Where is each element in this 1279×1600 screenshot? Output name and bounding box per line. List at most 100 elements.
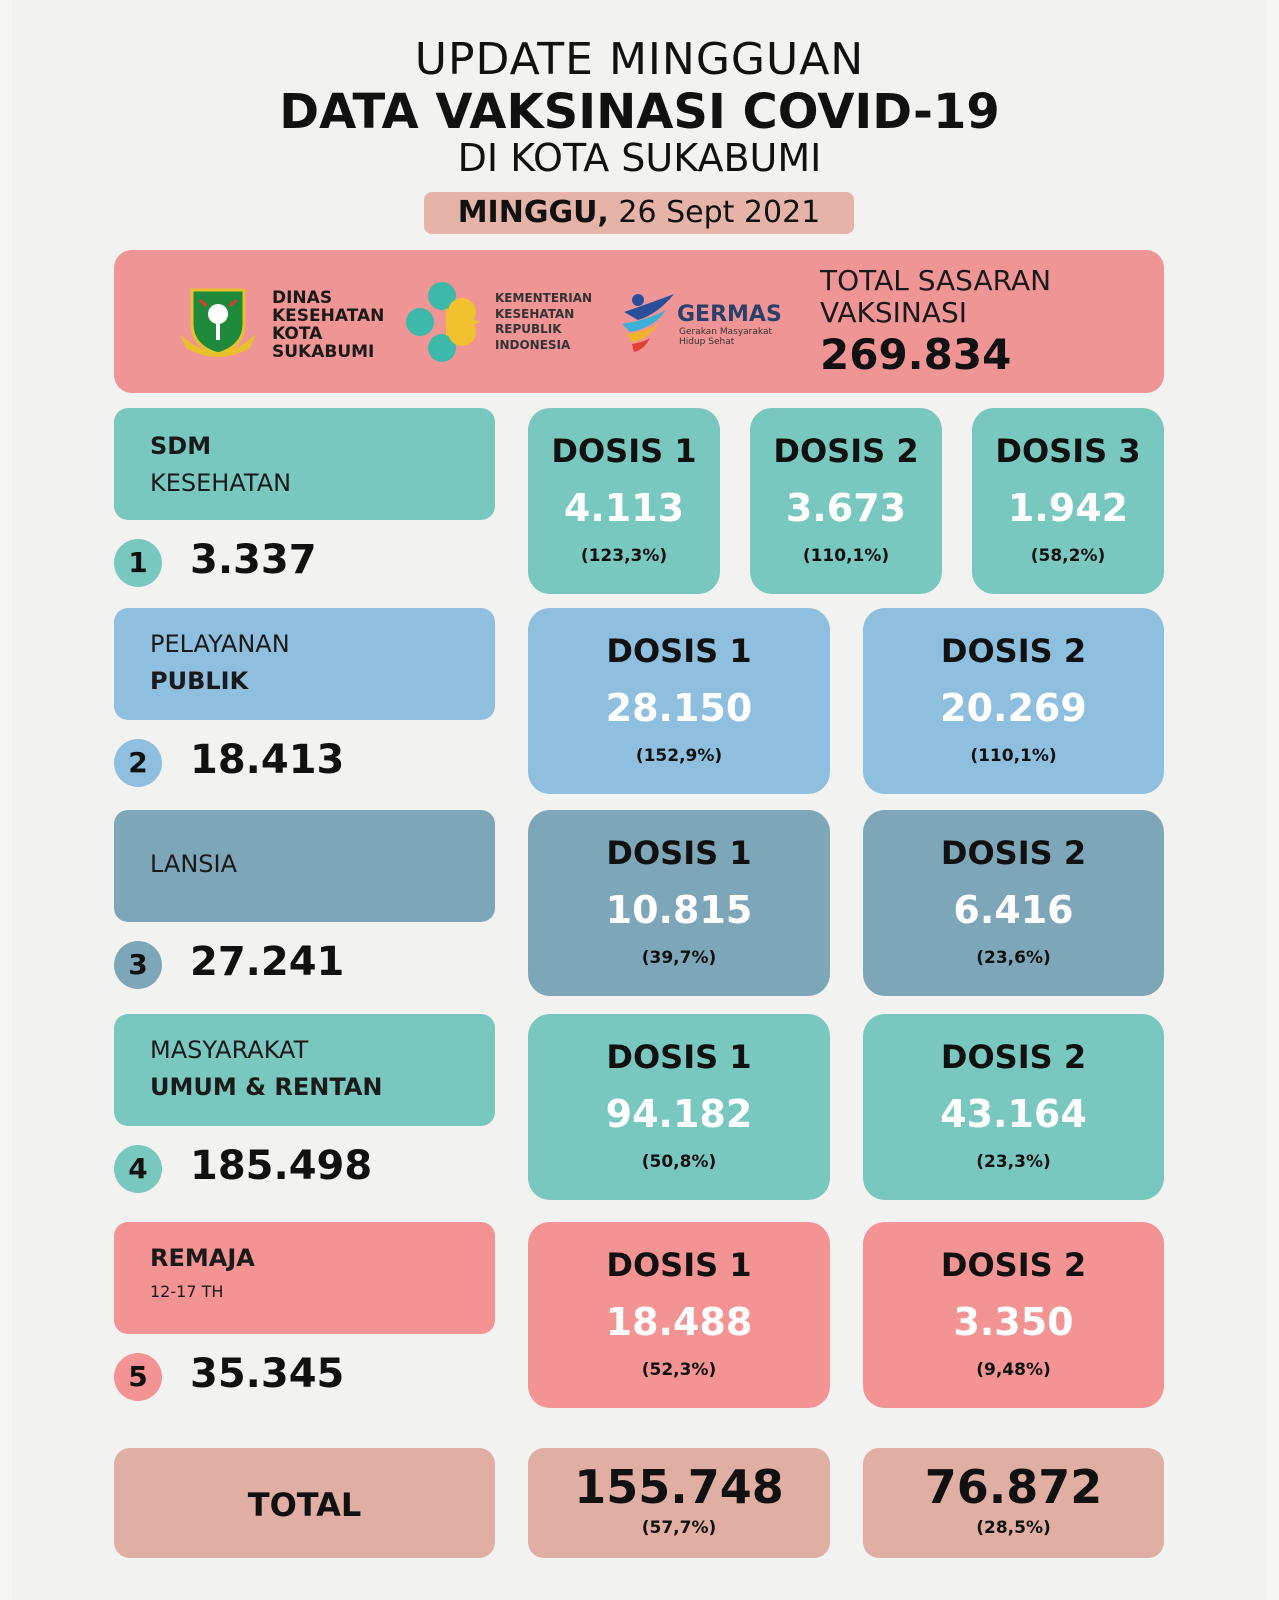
dinas-line: DINAS bbox=[272, 288, 333, 308]
dose-percent: (58,2%) bbox=[1030, 546, 1106, 566]
germas-sub-line: Hidup Sehat bbox=[679, 337, 735, 348]
category-target-count: 185.498 bbox=[190, 1143, 373, 1189]
total-dose1-percent: (57,7%) bbox=[641, 1518, 717, 1538]
dose-percent: (39,7%) bbox=[641, 948, 717, 968]
dose-value: 4.113 bbox=[563, 486, 685, 530]
dose-label: DOSIS 1 bbox=[606, 1246, 752, 1284]
total-dose2-card: 76.872 (28,5%) bbox=[863, 1448, 1164, 1558]
dose-label: DOSIS 1 bbox=[606, 1038, 752, 1076]
dose-percent: (110,1%) bbox=[802, 546, 890, 566]
kemenkes-line: INDONESIA bbox=[495, 337, 571, 352]
dinas-line: KOTA bbox=[272, 323, 323, 344]
category-card-sdm-kesehatan: SDM KESEHATAN bbox=[114, 408, 495, 520]
title-line-2: DATA VAKSINASI COVID-19 bbox=[279, 84, 1000, 140]
total-target-label: TOTAL SASARAN VAKSINASI bbox=[820, 264, 1120, 330]
category-number-badge: 1 bbox=[114, 539, 162, 587]
category-card-remaja: REMAJA 12-17 TH bbox=[114, 1222, 495, 1334]
title-line-1: UPDATE MINGGUAN bbox=[414, 34, 865, 85]
dose-percent: (152,9%) bbox=[635, 746, 723, 766]
dose-percent: (9,48%) bbox=[976, 1360, 1051, 1380]
category-line-2: PUBLIK bbox=[150, 667, 249, 695]
dose-label: DOSIS 2 bbox=[773, 432, 919, 470]
category-line-2: KESEHATAN bbox=[150, 469, 292, 497]
category-target-count: 18.413 bbox=[190, 737, 345, 783]
dose-label: DOSIS 1 bbox=[606, 834, 752, 872]
category-number-badge: 5 bbox=[114, 1353, 162, 1401]
target-label-line: TOTAL SASARAN bbox=[820, 264, 1052, 297]
dose-label: DOSIS 1 bbox=[551, 432, 697, 470]
category-line-1: PELAYANAN bbox=[150, 630, 290, 658]
germas-title: GERMAS bbox=[677, 302, 782, 327]
total-label-card: TOTAL bbox=[114, 1448, 495, 1558]
category-card-pelayanan-publik: PELAYANAN PUBLIK bbox=[114, 608, 495, 720]
category-card-masyarakat-umum: MASYARAKAT UMUM & RENTAN bbox=[114, 1014, 495, 1126]
category-line-1: LANSIA bbox=[150, 850, 238, 878]
germas-sub-line: Gerakan Masyarakat bbox=[679, 327, 772, 337]
category-number-badge: 3 bbox=[114, 941, 162, 989]
kemenkes-logo-icon bbox=[406, 282, 480, 362]
category-line-1: REMAJA bbox=[150, 1244, 255, 1272]
kemenkes-text: KEMENTERIAN KESEHATAN REPUBLIK INDONESIA bbox=[495, 291, 592, 353]
dose-value: 3.350 bbox=[953, 1300, 1074, 1344]
category-number-badge: 2 bbox=[114, 739, 162, 787]
category-line-2: 12-17 TH bbox=[150, 1282, 224, 1301]
category-line-1: SDM bbox=[150, 432, 212, 460]
dose-label: DOSIS 3 bbox=[995, 432, 1141, 470]
category-line-1: MASYARAKAT bbox=[150, 1036, 309, 1064]
dose-label: DOSIS 2 bbox=[940, 1246, 1087, 1284]
dinas-kesehatan-text: DINAS KESEHATAN KOTA SUKABUMI bbox=[272, 288, 385, 362]
category-target-count: 27.241 bbox=[190, 939, 345, 985]
dose-card: DOSIS 1 4.113 (123,3%) bbox=[528, 408, 720, 594]
dose-card: DOSIS 2 3.673 (110,1%) bbox=[750, 408, 942, 594]
dose-percent: (23,3%) bbox=[976, 1152, 1051, 1172]
category-number-badge: 4 bbox=[114, 1145, 162, 1193]
dinas-line: KESEHATAN bbox=[272, 305, 385, 326]
kemenkes-line: KESEHATAN bbox=[495, 306, 575, 321]
kemenkes-line: REPUBLIK bbox=[495, 322, 562, 337]
dose-card: DOSIS 2 6.416 (23,6%) bbox=[863, 810, 1164, 996]
dose-value: 20.269 bbox=[940, 686, 1087, 730]
germas-logo-icon bbox=[622, 294, 674, 352]
dose-value: 28.150 bbox=[605, 686, 753, 730]
dose-label: DOSIS 1 bbox=[606, 632, 752, 670]
dose-label: DOSIS 2 bbox=[940, 632, 1087, 670]
total-dose2-percent: (28,5%) bbox=[976, 1518, 1051, 1538]
dose-value: 94.182 bbox=[605, 1092, 753, 1136]
dose-value: 3.673 bbox=[785, 486, 907, 530]
dinas-line: SUKABUMI bbox=[272, 341, 375, 362]
total-dose1-card: 155.748 (57,7%) bbox=[528, 1448, 830, 1558]
dose-value: 10.815 bbox=[605, 888, 753, 932]
kemenkes-line: KEMENTERIAN bbox=[495, 291, 593, 305]
dose-percent: (123,3%) bbox=[580, 546, 668, 566]
dose-percent: (23,6%) bbox=[976, 948, 1051, 968]
date-day: MINGGU, bbox=[457, 195, 609, 230]
dose-percent: (52,3%) bbox=[641, 1360, 717, 1380]
dose-value: 18.488 bbox=[605, 1300, 753, 1344]
title-line-3: DI KOTA SUKABUMI bbox=[457, 136, 822, 180]
dose-card: DOSIS 1 10.815 (39,7%) bbox=[528, 810, 830, 996]
total-label: TOTAL bbox=[247, 1486, 362, 1524]
dose-card: DOSIS 2 43.164 (23,3%) bbox=[863, 1014, 1164, 1200]
category-card-lansia: LANSIA bbox=[114, 810, 495, 922]
dose-label: DOSIS 2 bbox=[940, 1038, 1087, 1076]
dose-card: DOSIS 1 94.182 (50,8%) bbox=[528, 1014, 830, 1200]
dose-card: DOSIS 1 28.150 (152,9%) bbox=[528, 608, 830, 794]
dose-percent: (50,8%) bbox=[641, 1152, 717, 1172]
dose-value: 6.416 bbox=[953, 888, 1074, 932]
category-target-count: 3.337 bbox=[190, 537, 317, 583]
date-badge: MINGGU, 26 Sept 2021 bbox=[424, 192, 854, 234]
germas-subtitle: Gerakan Masyarakat Hidup Sehat bbox=[679, 327, 772, 348]
total-dose2-value: 76.872 bbox=[924, 1460, 1103, 1514]
total-dose1-value: 155.748 bbox=[574, 1460, 784, 1514]
dose-value: 43.164 bbox=[940, 1092, 1087, 1136]
category-target-count: 35.345 bbox=[190, 1351, 345, 1397]
dose-card: DOSIS 2 3.350 (9,48%) bbox=[863, 1222, 1164, 1408]
total-target-value: 269.834 bbox=[820, 330, 1012, 379]
dose-card: DOSIS 3 1.942 (58,2%) bbox=[972, 408, 1164, 594]
dose-value: 1.942 bbox=[1007, 486, 1129, 530]
dose-card: DOSIS 1 18.488 (52,3%) bbox=[528, 1222, 830, 1408]
target-label-line: VAKSINASI bbox=[820, 296, 968, 330]
dose-card: DOSIS 2 20.269 (110,1%) bbox=[863, 608, 1164, 794]
dose-percent: (110,1%) bbox=[970, 746, 1057, 766]
dose-label: DOSIS 2 bbox=[940, 834, 1087, 872]
